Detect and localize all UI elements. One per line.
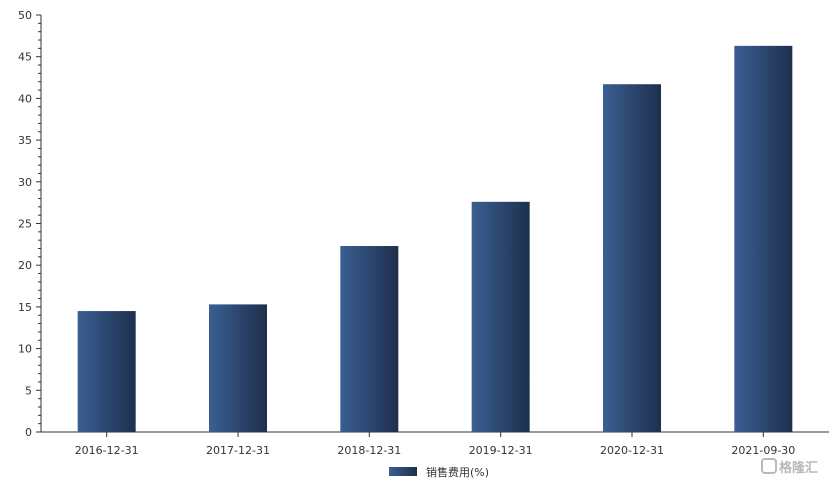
- y-tick-label: 15: [18, 301, 32, 314]
- bars: [77, 45, 793, 433]
- bar: [734, 45, 793, 432]
- bar: [340, 246, 399, 432]
- bar: [603, 84, 661, 433]
- watermark-text: 格隆汇: [779, 460, 818, 476]
- legend-label: 销售费用(%): [426, 465, 489, 479]
- legend: 销售费用(%): [389, 465, 489, 479]
- y-tick-label: 35: [18, 134, 32, 147]
- y-tick-label: 20: [18, 259, 32, 272]
- x-tick-label: 2017-12-31: [206, 444, 270, 457]
- x-ticks: 2016-12-31 2017-12-31 2018-12-31 2019-12-31…: [75, 432, 795, 457]
- bar: [209, 304, 267, 432]
- x-tick-label: 2018-12-31: [337, 444, 401, 457]
- y-minor-ticks: [38, 22, 41, 425]
- y-tick-label: 10: [18, 343, 32, 356]
- y-ticks: 0 5 10 15 20 25 30 35 40 45 50: [18, 9, 41, 439]
- watermark-logo-icon: [761, 458, 777, 474]
- x-tick-label: 2016-12-31: [75, 444, 139, 457]
- y-tick-label: 5: [25, 384, 32, 397]
- x-tick-label: 2019-12-31: [469, 444, 533, 457]
- bar: [77, 311, 136, 432]
- y-tick-label: 40: [18, 92, 32, 105]
- y-tick-label: 45: [18, 51, 32, 64]
- axes: [40, 15, 829, 433]
- y-tick-label: 0: [25, 426, 32, 439]
- watermark: 格隆汇: [761, 458, 818, 476]
- x-tick-label: 2021-09-30: [731, 444, 795, 457]
- y-tick-label: 25: [18, 218, 32, 231]
- bar: [471, 201, 530, 432]
- y-tick-label: 30: [18, 176, 32, 189]
- legend-swatch: [389, 467, 417, 476]
- y-tick-label: 50: [18, 9, 32, 22]
- x-tick-label: 2020-12-31: [600, 444, 664, 457]
